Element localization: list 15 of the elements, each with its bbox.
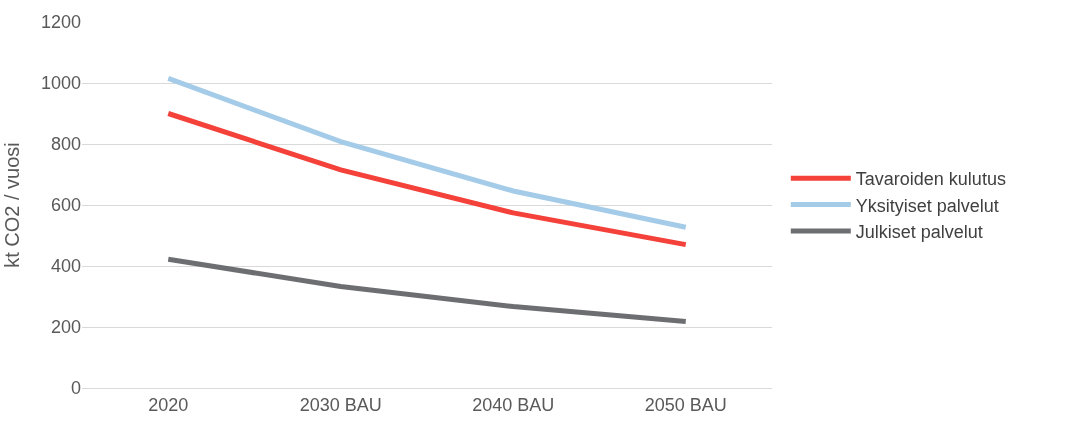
x-tick-label: 2030 BAU: [299, 394, 382, 415]
y-tick-label: 0: [70, 378, 81, 399]
legend-label: Julkiset palvelut: [855, 222, 983, 243]
y-tick-label: 1000: [40, 73, 81, 94]
y-tick-label: 800: [50, 134, 81, 155]
legend-label: Yksityiset palvelut: [855, 195, 999, 216]
x-tick-label: 2020: [148, 394, 189, 415]
y-tick-label: 1200: [40, 12, 81, 33]
legend-label: Tavaroiden kulutus: [855, 169, 1006, 190]
y-tick-label: 400: [50, 256, 81, 277]
y-tick-label: 600: [50, 195, 81, 216]
x-tick-label: 2050 BAU: [644, 394, 727, 415]
y-tick-label: 200: [50, 317, 81, 338]
x-tick-label: 2040 BAU: [472, 394, 555, 415]
y-axis-title: kt CO2 / vuosi: [1, 142, 24, 268]
